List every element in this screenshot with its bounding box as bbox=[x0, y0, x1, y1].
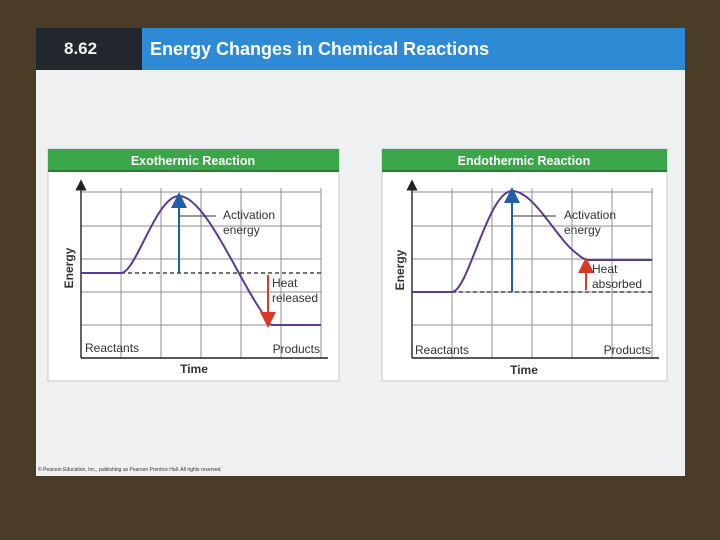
slide: 8.62 Energy Changes in Chemical Reaction… bbox=[36, 28, 685, 476]
endothermic-reactants-label: Reactants bbox=[415, 343, 469, 357]
exothermic-heat-label-1: Heat bbox=[272, 276, 298, 290]
exothermic-panel: Exothermic Reaction bbox=[47, 148, 340, 382]
endothermic-activation-label-2: energy bbox=[564, 223, 601, 237]
slide-number: 8.62 bbox=[36, 28, 142, 70]
exothermic-title: Exothermic Reaction bbox=[131, 154, 255, 168]
endothermic-products-label: Products bbox=[604, 343, 651, 357]
exothermic-activation-label-1: Activation bbox=[223, 208, 275, 222]
exothermic-x-axis-label: Time bbox=[180, 362, 208, 376]
endothermic-panel: Endothermic Reaction bbox=[381, 148, 668, 382]
copyright-notice: © Pearson Education, Inc., publishing as… bbox=[38, 467, 222, 473]
slide-title: Energy Changes in Chemical Reactions bbox=[142, 28, 685, 70]
endothermic-header bbox=[382, 149, 667, 170]
exothermic-activation-label-2: energy bbox=[223, 223, 260, 237]
endothermic-heat-label-2: absorbed bbox=[592, 277, 642, 291]
endothermic-heat-label-1: Heat bbox=[592, 262, 618, 276]
exothermic-reactants-label: Reactants bbox=[85, 341, 139, 355]
exothermic-y-axis-label: Energy bbox=[62, 247, 76, 288]
exothermic-header bbox=[48, 149, 339, 170]
exothermic-heat-label-2: released bbox=[272, 291, 318, 305]
endothermic-activation-label-1: Activation bbox=[564, 208, 616, 222]
endothermic-title: Endothermic Reaction bbox=[458, 154, 591, 168]
diagram-canvas: Exothermic Reaction bbox=[47, 148, 668, 382]
exothermic-products-label: Products bbox=[273, 342, 320, 356]
endothermic-x-axis-label: Time bbox=[510, 363, 538, 377]
endothermic-y-axis-label: Energy bbox=[393, 249, 407, 290]
